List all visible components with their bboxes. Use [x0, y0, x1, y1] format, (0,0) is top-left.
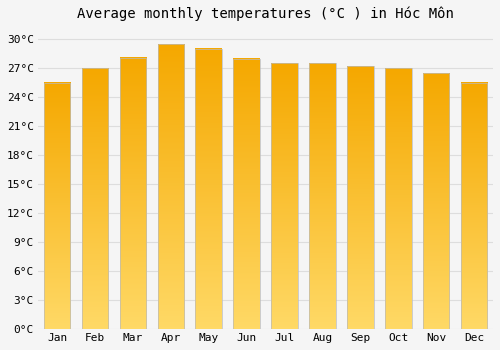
Bar [461, 83, 487, 329]
Bar [309, 63, 336, 329]
Bar [272, 63, 298, 329]
Bar [347, 66, 374, 329]
Bar [82, 68, 108, 329]
Bar [158, 44, 184, 329]
Bar [423, 73, 450, 329]
Bar [196, 49, 222, 329]
Bar [44, 83, 70, 329]
Bar [234, 58, 260, 329]
Bar [120, 57, 146, 329]
Bar [385, 68, 411, 329]
Title: Average monthly temperatures (°C ) in Hóc Môn: Average monthly temperatures (°C ) in Hó… [77, 7, 454, 21]
